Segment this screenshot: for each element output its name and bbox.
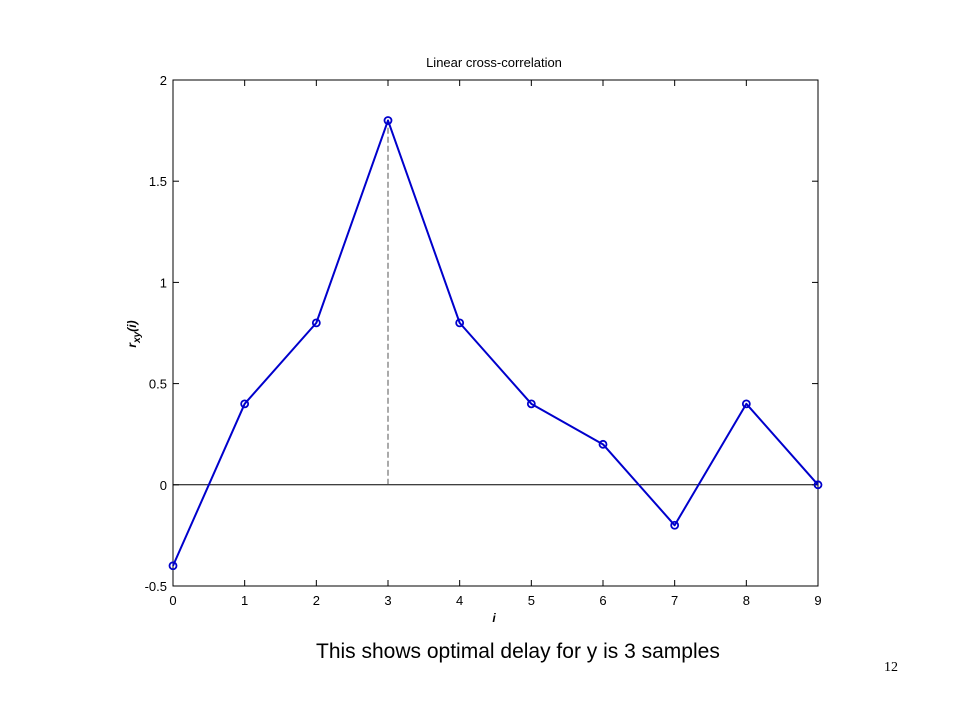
caption: This shows optimal delay for y is 3 samp… xyxy=(316,640,720,663)
y-tick-label: -0.5 xyxy=(145,579,167,594)
x-tick-label: 6 xyxy=(599,593,606,608)
data-point xyxy=(240,399,250,409)
y-tick-label: 0 xyxy=(160,478,167,493)
y-axis-label-arg: (i) xyxy=(125,320,139,331)
page-number: 12 xyxy=(884,660,898,675)
data-point xyxy=(383,116,393,125)
data-point xyxy=(741,399,751,409)
data-point xyxy=(813,480,823,490)
x-tick-label: 8 xyxy=(743,593,750,608)
data-point xyxy=(455,318,465,328)
x-tick-label: 0 xyxy=(169,593,176,608)
data-point xyxy=(168,561,178,571)
y-tick-label: 0.5 xyxy=(149,377,167,392)
chart-title: Linear cross-correlation xyxy=(426,55,562,70)
x-tick-label: 4 xyxy=(456,593,463,608)
x-tick-label: 1 xyxy=(241,593,248,608)
series-line xyxy=(172,119,819,567)
y-axis-label: rxy(i) xyxy=(125,320,143,347)
x-tick-label: 3 xyxy=(384,593,391,608)
x-tick-label: 7 xyxy=(671,593,678,608)
x-axis-label: i xyxy=(492,611,496,625)
x-tick-label: 2 xyxy=(313,593,320,608)
y-axis-label-sub: xy xyxy=(132,331,143,344)
y-axis-label-main: r xyxy=(125,342,139,348)
x-tick-label: 9 xyxy=(814,593,821,608)
data-point xyxy=(526,399,536,409)
data-point xyxy=(311,318,321,328)
data-point xyxy=(670,520,680,530)
plot-frame xyxy=(172,79,819,587)
y-tick-label: 2 xyxy=(160,73,167,88)
y-tick-label: 1 xyxy=(160,275,167,290)
data-point xyxy=(598,439,608,449)
y-tick-label: 1.5 xyxy=(149,174,167,189)
x-tick-label: 5 xyxy=(528,593,535,608)
